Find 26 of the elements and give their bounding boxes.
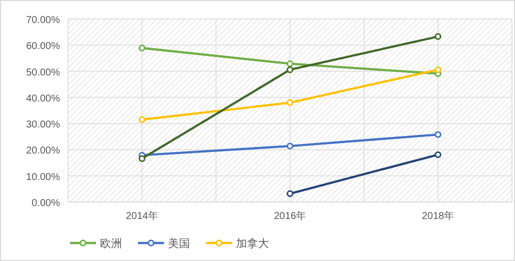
y-tick-label: 50.00% bbox=[26, 67, 60, 78]
legend-label: 欧洲 bbox=[100, 237, 122, 250]
point bbox=[138, 116, 146, 123]
y-tick-label: 20.00% bbox=[26, 146, 60, 157]
x-tick-label: 2016年 bbox=[274, 210, 306, 222]
y-tick-label: 70.00% bbox=[26, 15, 60, 26]
y-tick-label: 0.00% bbox=[32, 198, 60, 209]
legend-label: 加拿大 bbox=[236, 237, 269, 250]
y-tick-label: 60.00% bbox=[26, 41, 60, 52]
y-tick-label: 30.00% bbox=[26, 120, 60, 131]
x-tick-label: 2014年 bbox=[126, 210, 158, 222]
y-tick-label: 40.00% bbox=[26, 93, 60, 104]
x-tick-label: 2018年 bbox=[422, 210, 454, 222]
y-tick-label: 10.00% bbox=[26, 172, 60, 183]
point bbox=[138, 155, 146, 162]
legend-label: 美国 bbox=[168, 237, 190, 250]
point bbox=[286, 190, 294, 197]
point bbox=[286, 66, 294, 74]
point bbox=[434, 66, 442, 74]
point bbox=[434, 33, 442, 40]
point bbox=[286, 99, 294, 106]
point bbox=[434, 151, 442, 158]
point bbox=[138, 44, 146, 52]
point bbox=[286, 60, 294, 68]
point bbox=[434, 131, 442, 138]
point bbox=[286, 142, 294, 150]
